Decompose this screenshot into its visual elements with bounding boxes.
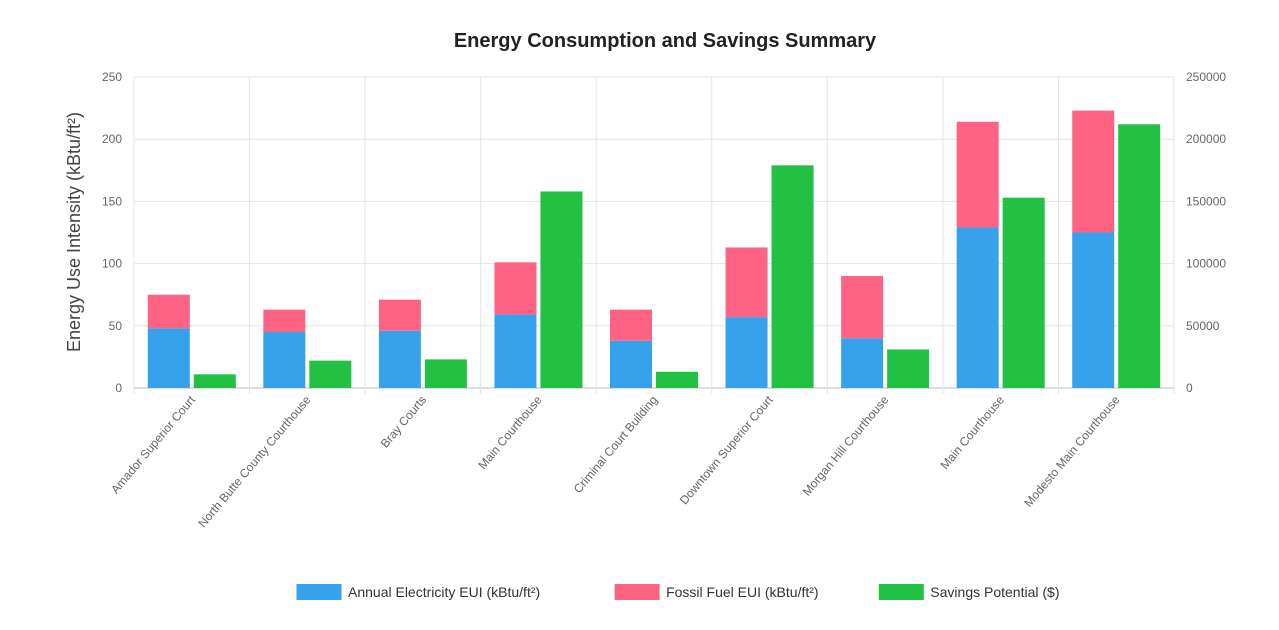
y-tick-label: 0 [115, 381, 122, 395]
y-tick-label: 50 [109, 319, 123, 333]
bar[interactable] [725, 247, 768, 318]
chart-title: Energy Consumption and Savings Summary [454, 30, 877, 52]
y2-tick-label: 50000 [1186, 319, 1220, 333]
bar[interactable] [956, 121, 999, 228]
y2-tick-label: 200000 [1186, 132, 1226, 146]
bar[interactable] [1072, 232, 1115, 389]
bar[interactable] [725, 317, 768, 388]
bar[interactable] [309, 360, 352, 388]
y-tick-label: 150 [102, 194, 122, 208]
bars [147, 110, 1161, 389]
legend-label[interactable]: Fossil Fuel EUI (kBtu/ft²) [666, 584, 818, 600]
bar[interactable] [956, 227, 999, 388]
y2-tick-label: 150000 [1186, 194, 1226, 208]
legend-label[interactable]: Savings Potential ($) [930, 584, 1059, 600]
bar[interactable] [147, 294, 190, 329]
bar[interactable] [540, 191, 583, 388]
bar[interactable] [887, 349, 930, 388]
bar[interactable] [771, 165, 814, 388]
y2-tick-label: 100000 [1186, 257, 1226, 271]
bar[interactable] [841, 338, 884, 388]
bar[interactable] [494, 262, 537, 315]
x-tick-label: Amador Superior Court [108, 392, 198, 496]
bar[interactable] [263, 332, 306, 388]
bar[interactable] [378, 299, 421, 331]
y-axis-right: 0 50000 100000 150000 200000 250000 [1186, 70, 1226, 395]
legend-label[interactable]: Annual Electricity EUI (kBtu/ft²) [348, 584, 540, 600]
x-tick-label: Morgan Hill Courthouse [800, 393, 892, 499]
bar[interactable] [1002, 197, 1045, 388]
bar[interactable] [193, 374, 236, 388]
legend: Annual Electricity EUI (kBtu/ft²) Fossil … [295, 583, 1059, 601]
bar[interactable] [1118, 124, 1161, 388]
x-tick-label: North Butte County Courthouse [195, 393, 314, 531]
bar[interactable] [610, 309, 652, 341]
legend-swatch[interactable] [295, 583, 343, 601]
x-tick-label: Modesto Main Courthouse [1021, 393, 1122, 510]
bar[interactable] [378, 330, 421, 388]
y-tick-label: 100 [102, 257, 122, 271]
grid [133, 76, 1175, 394]
x-tick-label: Downtown Superior Court [677, 392, 776, 507]
y-tick-label: 200 [102, 132, 122, 146]
y2-tick-label: 250000 [1186, 70, 1226, 84]
bar[interactable] [1072, 110, 1115, 233]
bar[interactable] [610, 340, 652, 388]
y-axis-label: Energy Use Intensity (kBtu/ft²) [64, 112, 84, 352]
x-tick-label: Main Courthouse [937, 393, 1007, 472]
legend-swatch[interactable] [877, 583, 925, 601]
x-tick-label: Main Courthouse [475, 393, 545, 472]
legend-swatch[interactable] [613, 583, 661, 601]
bar[interactable] [147, 328, 190, 388]
y2-tick-label: 0 [1186, 381, 1193, 395]
y-axis-left: 0 50 100 150 200 250 [102, 70, 122, 395]
bar[interactable] [494, 314, 537, 388]
bar[interactable] [656, 371, 698, 388]
bar[interactable] [841, 276, 884, 339]
x-tick-label: Criminal Court Building [571, 393, 661, 496]
x-tick-label: Bray Courts [378, 393, 429, 451]
bar[interactable] [263, 309, 306, 333]
bar[interactable] [424, 359, 467, 388]
y-tick-label: 250 [102, 70, 122, 84]
